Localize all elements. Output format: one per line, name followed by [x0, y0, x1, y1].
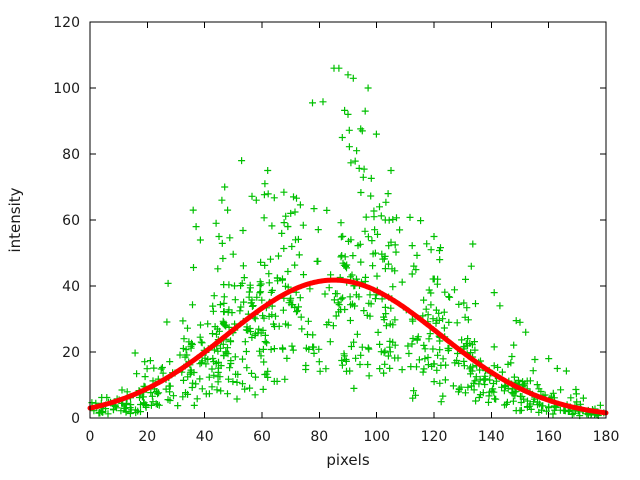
y-tick-label: 80	[62, 147, 80, 163]
x-tick-label: 0	[86, 429, 95, 445]
y-tick-label: 60	[62, 213, 80, 229]
x-tick-label: 40	[196, 429, 214, 445]
y-tick-label: 100	[53, 81, 80, 97]
x-tick-label: 180	[593, 429, 620, 445]
scatter-points	[88, 64, 608, 420]
fit-curve	[87, 277, 609, 416]
x-tick-label: 160	[535, 429, 562, 445]
x-tick-label: 80	[310, 429, 328, 445]
x-tick-label: 120	[421, 429, 448, 445]
y-axis-title: intensity	[6, 187, 24, 253]
x-tick-label: 60	[253, 429, 271, 445]
x-tick-label: 100	[363, 429, 390, 445]
y-tick-label: 40	[62, 279, 80, 295]
y-tick-label: 120	[53, 15, 80, 31]
plot-border	[89, 21, 607, 419]
y-tick-label: 0	[71, 411, 80, 427]
x-tick-label: 20	[138, 429, 156, 445]
x-tick-label: 140	[478, 429, 505, 445]
x-axis-title: pixels	[326, 451, 370, 469]
y-tick-label: 20	[62, 345, 80, 361]
